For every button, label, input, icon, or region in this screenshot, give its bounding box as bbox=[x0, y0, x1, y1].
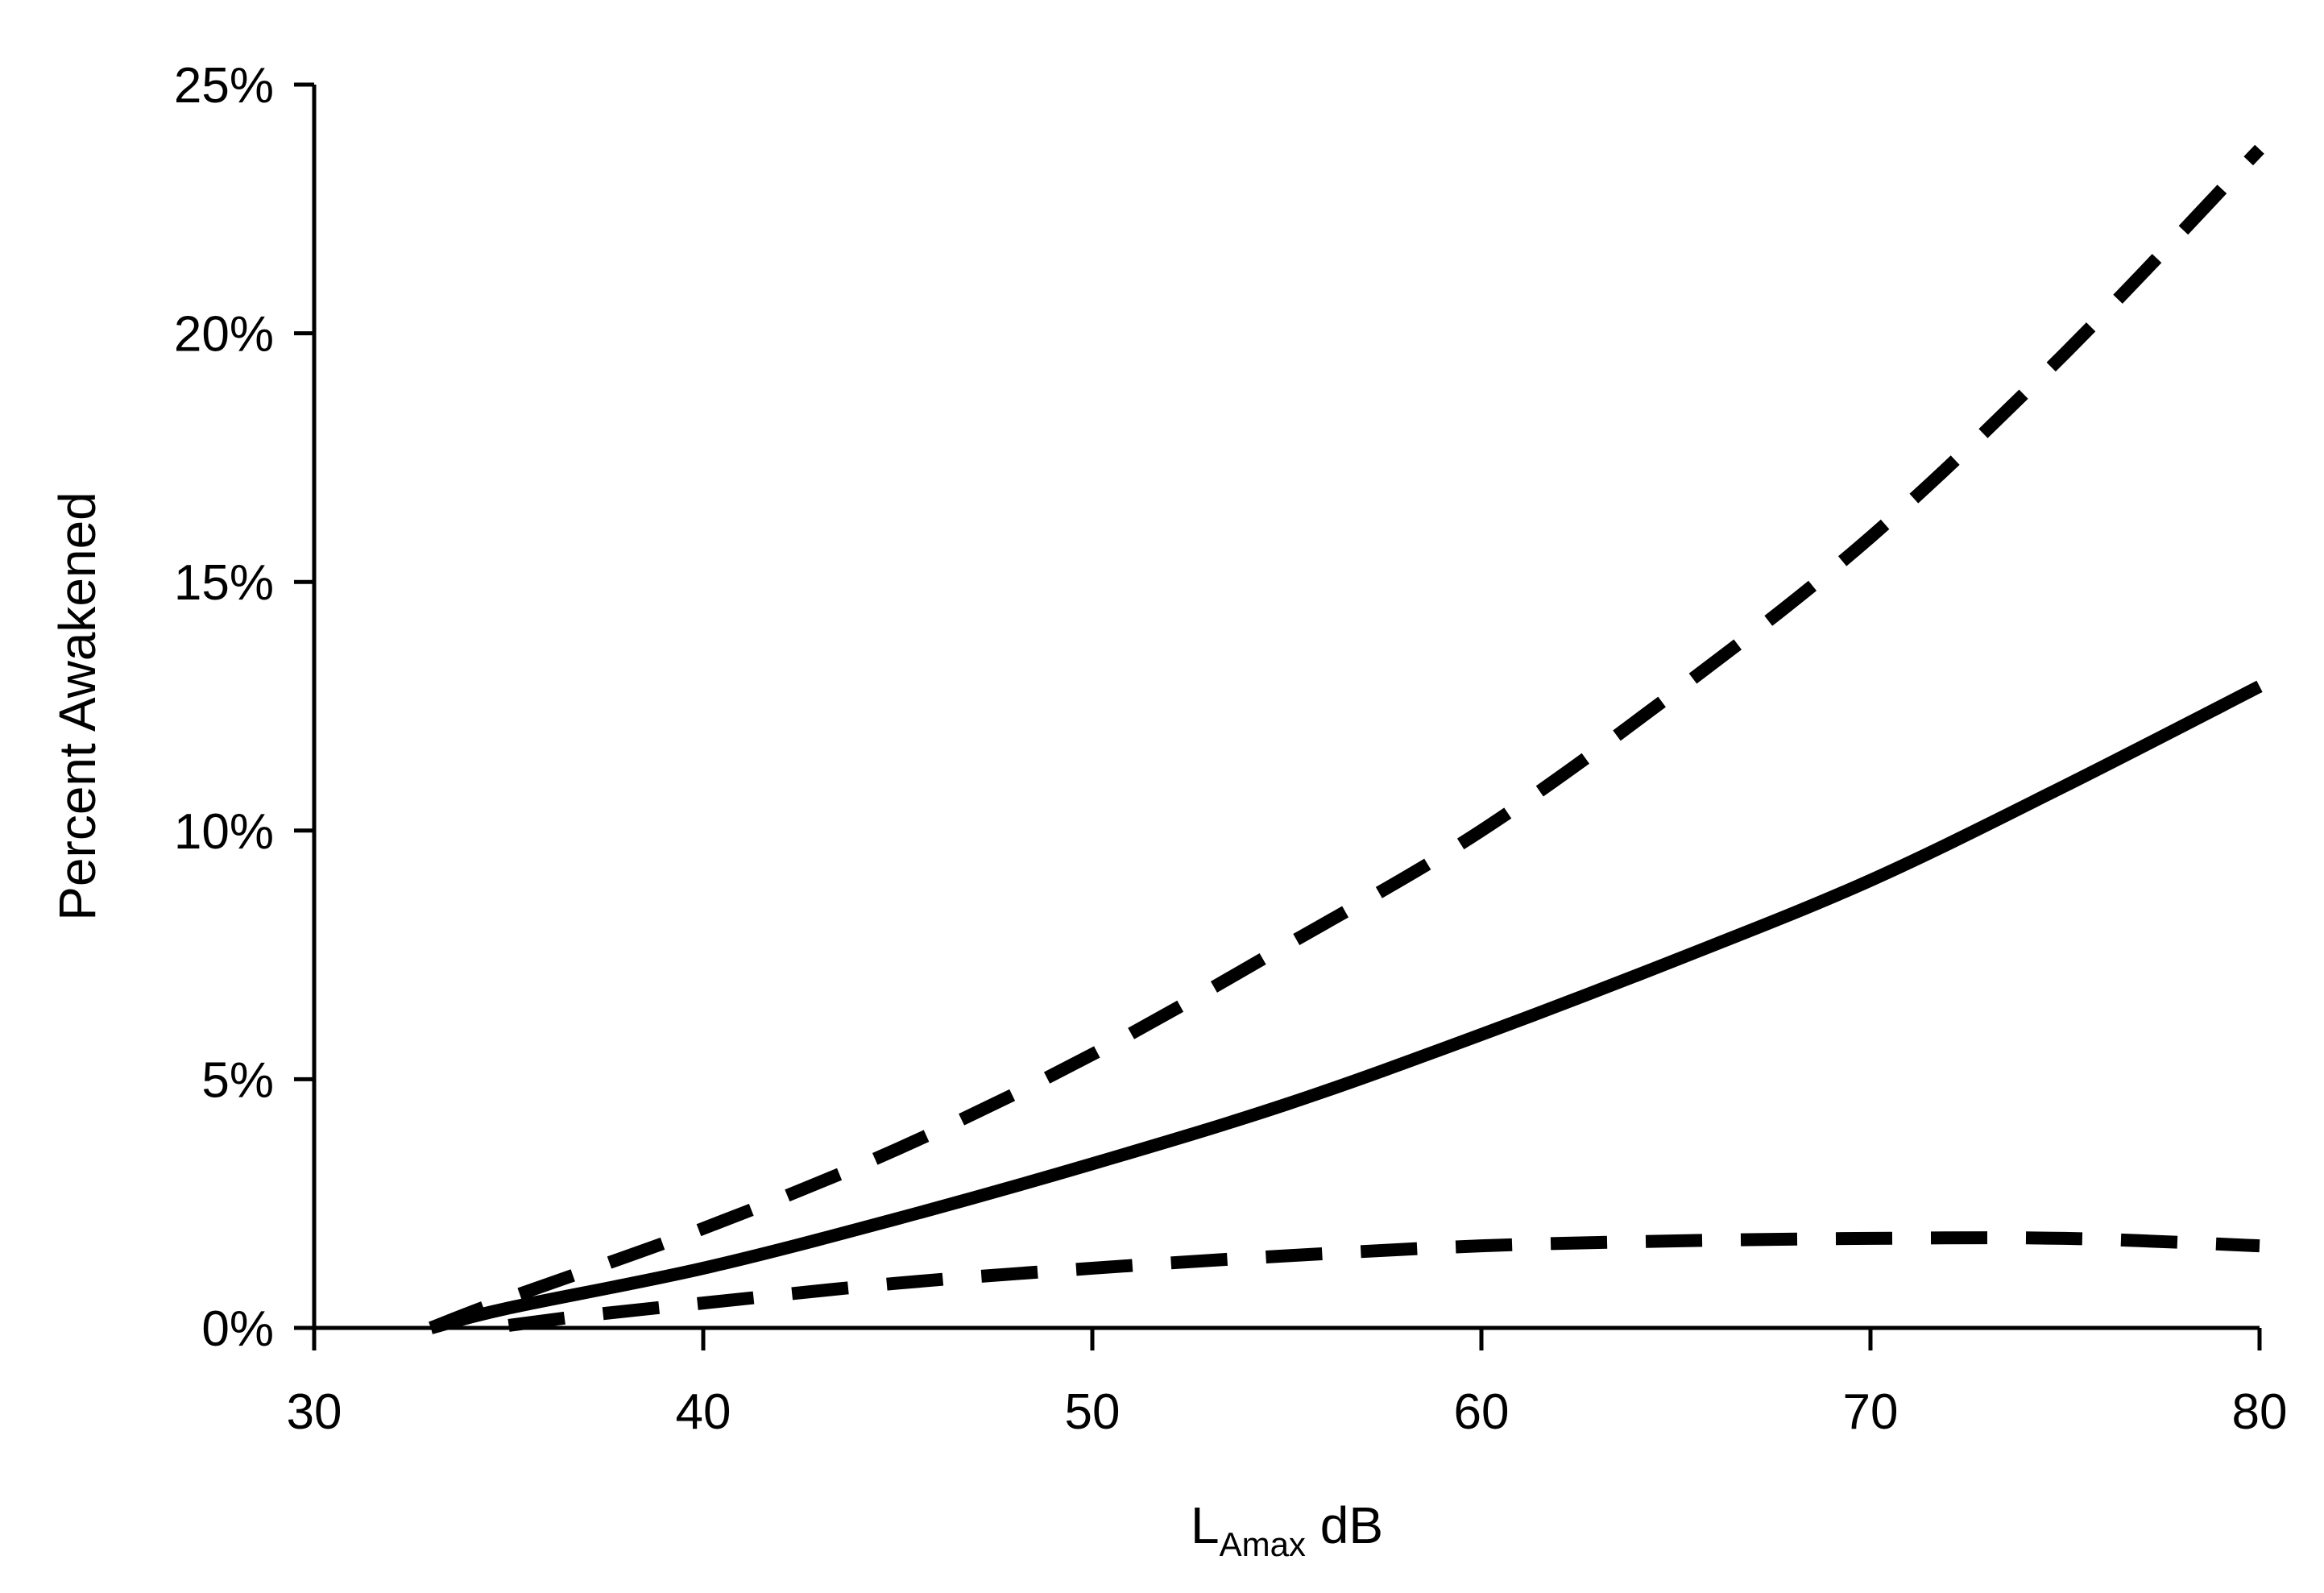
y-tick-label: 0% bbox=[201, 1301, 274, 1357]
y-tick-label: 15% bbox=[174, 555, 274, 611]
series-line-3 bbox=[507, 1231, 2260, 1332]
x-tick-label: 50 bbox=[1065, 1384, 1121, 1440]
x-axis-title-main: L bbox=[1191, 1496, 1220, 1554]
x-axis-title-subscript: Amax bbox=[1220, 1525, 1306, 1563]
x-axis-title-suffix: dB bbox=[1306, 1496, 1383, 1554]
x-tick-label: 80 bbox=[2232, 1384, 2288, 1440]
y-tick-label: 5% bbox=[201, 1052, 274, 1108]
x-ticks: 30 40 50 60 70 80 bbox=[287, 1328, 2288, 1440]
series-line-2 bbox=[429, 144, 2264, 1334]
y-tick-label: 25% bbox=[174, 58, 274, 114]
axes bbox=[312, 85, 2260, 1330]
y-tick-label: 20% bbox=[174, 307, 274, 363]
series-line-1 bbox=[429, 680, 2263, 1334]
y-axis-title: Percent Awakened bbox=[48, 492, 106, 921]
x-tick-label: 60 bbox=[1454, 1384, 1510, 1440]
x-tick-label: 30 bbox=[287, 1384, 342, 1440]
x-tick-label: 40 bbox=[676, 1384, 731, 1440]
x-tick-label: 70 bbox=[1843, 1384, 1899, 1440]
x-axis-title: LAmax dB bbox=[1191, 1496, 1383, 1563]
y-ticks: 0% 5% 10% 15% 20% 25% bbox=[174, 58, 314, 1357]
y-tick-label: 10% bbox=[174, 804, 274, 860]
series-group bbox=[429, 144, 2264, 1334]
